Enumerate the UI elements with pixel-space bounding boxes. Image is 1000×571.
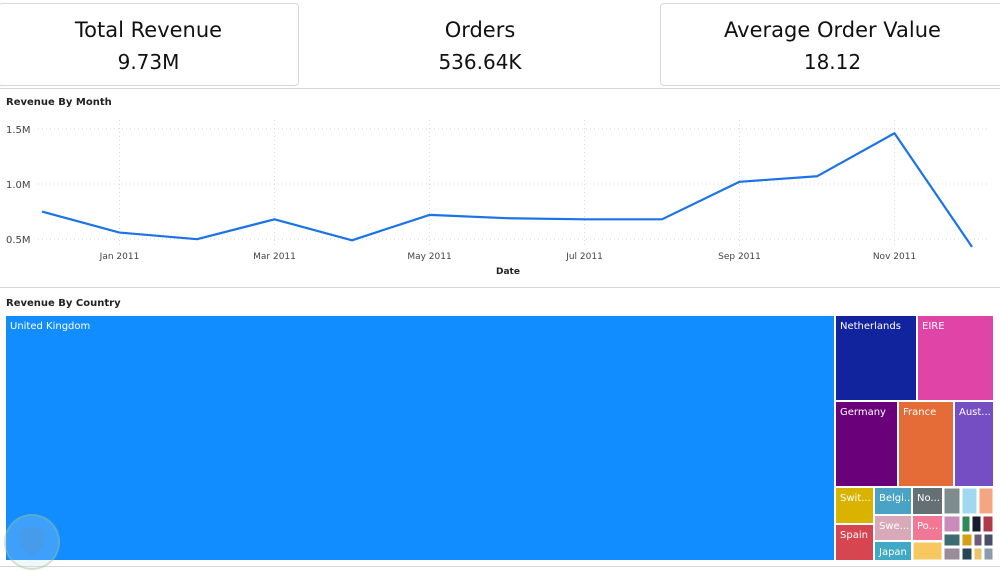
- revenue-point[interactable]: [272, 216, 278, 222]
- treemap-cell[interactable]: [913, 516, 942, 540]
- revenue-by-country-title: Revenue By Country: [6, 298, 121, 309]
- revenue-by-month-chart[interactable]: 0.5M 1.0M 1.5M Jan 2011 Mar 2011 May 2011 Jul …: [0, 112, 1000, 284]
- treemap-cell[interactable]: [955, 402, 993, 486]
- treemap-cell[interactable]: [943, 533, 961, 547]
- revenue-point[interactable]: [427, 212, 433, 218]
- treemap-cell-label: Swe...: [879, 521, 909, 532]
- orders-card[interactable]: Orders 536.64K: [330, 3, 630, 86]
- treemap-cell[interactable]: [943, 515, 961, 533]
- x-tick-label: Mar 2011: [253, 252, 296, 262]
- x-tick-label: Sep 2011: [718, 252, 761, 262]
- treemap-cell[interactable]: [836, 402, 897, 486]
- treemap-cell[interactable]: [973, 533, 983, 547]
- treemap-cell-label: France: [903, 407, 936, 418]
- treemap-cell[interactable]: [961, 515, 971, 533]
- treemap-cell[interactable]: [875, 516, 911, 540]
- treemap-cell-label: No...: [917, 493, 940, 504]
- treemap-cell[interactable]: [913, 488, 942, 514]
- revenue-point[interactable]: [892, 130, 898, 136]
- x-axis-label: Date: [496, 267, 520, 277]
- y-tick-label: 1.5M: [6, 125, 31, 136]
- top-divider: [0, 88, 1000, 89]
- average-order-value-label: Average Order Value: [724, 18, 941, 42]
- middle-divider: [0, 287, 1000, 288]
- treemap-cell-label: Belgi...: [879, 493, 913, 504]
- total-revenue-value: 9.73M: [117, 50, 180, 74]
- treemap-cell[interactable]: [6, 316, 834, 560]
- revenue-point[interactable]: [349, 237, 355, 243]
- x-tick-label: Jan 2011: [99, 252, 140, 262]
- revenue-series-line[interactable]: [41, 132, 973, 248]
- treemap-cell-label: Po...: [917, 521, 938, 532]
- treemap-cell[interactable]: [875, 488, 911, 514]
- treemap-cell[interactable]: [978, 487, 994, 515]
- treemap-cell[interactable]: [973, 547, 983, 560]
- treemap-cell[interactable]: [836, 316, 916, 400]
- treemap-cell[interactable]: [983, 547, 994, 560]
- total-revenue-card[interactable]: Total Revenue 9.73M: [0, 3, 299, 86]
- watermark-logo: [4, 514, 60, 570]
- total-revenue-label: Total Revenue: [74, 18, 223, 42]
- treemap-cell-label: EIRE: [922, 321, 945, 332]
- treemap-cell[interactable]: [836, 525, 873, 560]
- treemap-cell[interactable]: [983, 533, 994, 547]
- treemap-cell[interactable]: [943, 487, 961, 515]
- treemap-cell[interactable]: [943, 547, 961, 560]
- revenue-point[interactable]: [659, 216, 665, 222]
- y-tick-label: 1.0M: [6, 180, 31, 191]
- treemap-cell-label: Aust...: [959, 407, 991, 418]
- revenue-point[interactable]: [582, 216, 588, 222]
- treemap-cell-label: United Kingdom: [10, 321, 90, 332]
- treemap-cell[interactable]: [971, 515, 982, 533]
- y-tick-label: 0.5M: [6, 235, 31, 246]
- x-tick-label: Jul 2011: [565, 252, 603, 262]
- treemap-cell[interactable]: [961, 487, 978, 515]
- revenue-point[interactable]: [814, 173, 820, 179]
- treemap-cell[interactable]: [918, 316, 993, 400]
- x-tick-label: May 2011: [407, 252, 451, 262]
- orders-label: Orders: [444, 18, 516, 42]
- treemap-cell-label: Swit...: [840, 493, 871, 504]
- bottom-divider: [0, 566, 1000, 567]
- revenue-by-month-title: Revenue By Month: [6, 97, 112, 108]
- revenue-point[interactable]: [39, 209, 45, 215]
- treemap-cell[interactable]: [912, 541, 943, 560]
- revenue-point[interactable]: [194, 236, 200, 242]
- average-order-value-card[interactable]: Average Order Value 18.12: [660, 3, 1000, 86]
- treemap-cell-label: Germany: [840, 407, 886, 418]
- shield-icon: [19, 526, 45, 556]
- treemap-cell[interactable]: [836, 488, 873, 523]
- treemap-cell[interactable]: [875, 542, 911, 560]
- treemap-cell[interactable]: [982, 515, 994, 533]
- revenue-point[interactable]: [117, 230, 123, 236]
- revenue-point[interactable]: [504, 215, 510, 221]
- treemap-cell-label: Netherlands: [840, 321, 901, 332]
- revenue-point[interactable]: [737, 179, 743, 185]
- treemap-cell[interactable]: [961, 547, 973, 560]
- orders-value: 536.64K: [438, 50, 522, 74]
- treemap-cell[interactable]: [899, 402, 953, 486]
- x-tick-label: Nov 2011: [873, 252, 916, 262]
- treemap-cell-label: Spain: [840, 530, 868, 541]
- revenue-by-country-treemap[interactable]: United Kingdom Netherlands EIRE Germany Fran…: [6, 316, 994, 560]
- revenue-point[interactable]: [969, 244, 975, 250]
- average-order-value-value: 18.12: [803, 50, 862, 74]
- treemap-cell[interactable]: [961, 533, 973, 547]
- treemap-cell-label: Japan: [878, 547, 907, 558]
